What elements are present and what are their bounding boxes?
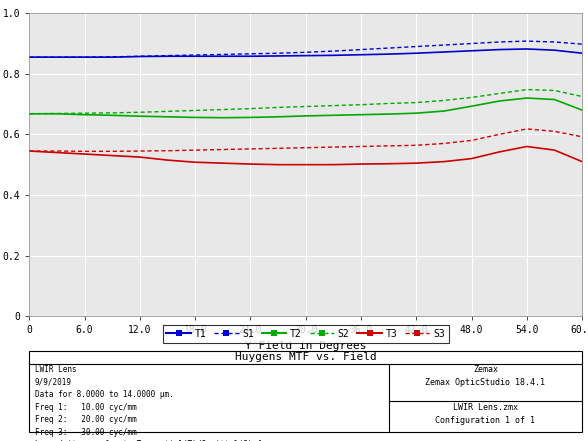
Text: LWIR Lens.zmx
Configuration 1 of 1: LWIR Lens.zmx Configuration 1 of 1 [435, 403, 536, 425]
Text: Huygens MTF vs. Field: Huygens MTF vs. Field [235, 352, 377, 363]
Legend: T1, S1, T2, S2, T3, S3: T1, S1, T2, S2, T3, S3 [163, 325, 449, 343]
X-axis label: Y Field in Degrees: Y Field in Degrees [245, 340, 366, 351]
Text: Zemax
Zemax OpticStudio 18.4.1: Zemax Zemax OpticStudio 18.4.1 [425, 365, 546, 387]
Text: LWIR Lens
9/9/2019
Data for 8.0000 to 14.0000 μm.
Freq 1:   10.00 cyc/mm
Freq 2:: LWIR Lens 9/9/2019 Data for 8.0000 to 14… [35, 365, 299, 441]
